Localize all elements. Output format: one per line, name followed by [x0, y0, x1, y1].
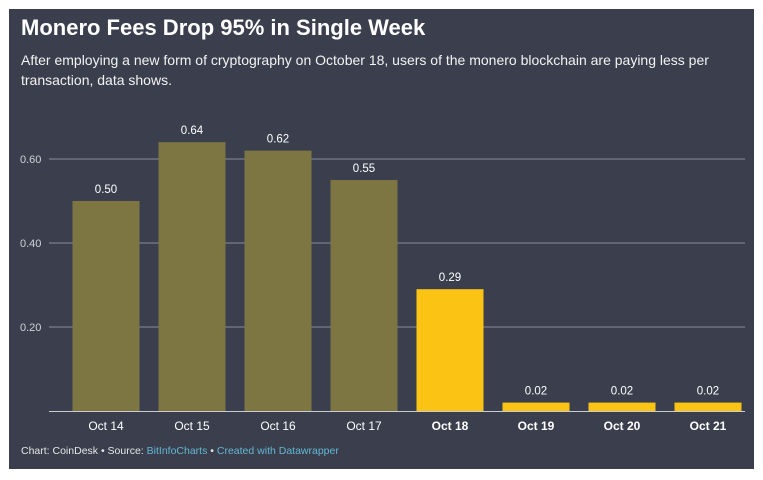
data-label: 0.02	[611, 386, 633, 398]
data-label: 0.64	[181, 125, 204, 137]
x-tick-label: Oct 15	[174, 419, 210, 433]
bar	[72, 201, 140, 411]
bar	[416, 289, 484, 411]
data-label: 0.02	[697, 386, 719, 398]
data-label: 0.50	[95, 184, 117, 196]
bar	[674, 402, 742, 411]
bar	[502, 402, 570, 411]
bar	[158, 142, 226, 411]
x-tick-label: Oct 14	[88, 419, 124, 433]
footer-separator: •	[207, 445, 217, 457]
x-tick-label: Oct 17	[346, 419, 382, 433]
x-tick-label: Oct 21	[690, 419, 727, 433]
data-label: 0.55	[353, 163, 375, 175]
data-label: 0.02	[525, 386, 547, 398]
datawrapper-link[interactable]: Created with Datawrapper	[216, 445, 339, 457]
chart-subtitle: After employing a new form of cryptograp…	[21, 52, 709, 88]
footer-credit: Chart: CoinDesk	[21, 445, 99, 457]
y-tick-label: 0.40	[20, 238, 41, 250]
y-tick-label: 0.60	[20, 154, 41, 166]
source-link[interactable]: BitInfoCharts	[146, 445, 208, 457]
chart-card: Monero Fees Drop 95% in Single Week Afte…	[9, 9, 754, 469]
bar	[330, 180, 398, 411]
bar-chart: 0.20 0.40 0.60 0.50 Oct 14 0.64 Oct 15 0.62 Oct …	[20, 125, 745, 433]
data-label: 0.29	[439, 272, 461, 284]
x-tick-label: Oct 18	[432, 419, 469, 433]
bar	[588, 402, 656, 411]
chart-title: Monero Fees Drop 95% in Single Week	[21, 15, 426, 40]
chart-footer: Chart: CoinDesk • Source: BitInfoCharts …	[21, 445, 339, 457]
y-tick-label: 0.20	[20, 322, 41, 334]
data-label: 0.62	[267, 134, 289, 146]
bar	[244, 150, 312, 411]
x-tick-label: Oct 20	[604, 419, 641, 433]
footer-separator: • Source:	[98, 445, 147, 457]
x-tick-label: Oct 16	[260, 419, 296, 433]
x-tick-label: Oct 19	[518, 419, 555, 433]
